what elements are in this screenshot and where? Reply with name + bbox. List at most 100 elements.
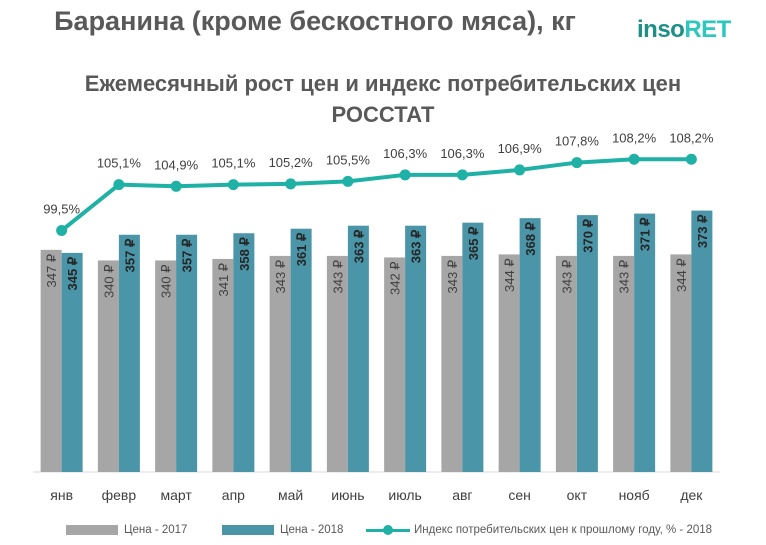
cpi-point bbox=[685, 153, 697, 165]
bar-2018 bbox=[61, 252, 83, 472]
cpi-data-label: 105,1% bbox=[97, 156, 142, 171]
cpi-data-label: 105,2% bbox=[269, 155, 314, 170]
cpi-point bbox=[571, 157, 583, 169]
data-label-2017: 342 ₽ bbox=[388, 261, 403, 295]
data-label-2017: 340 ₽ bbox=[159, 264, 174, 298]
bar-2018 bbox=[634, 213, 656, 472]
cpi-data-label: 106,9% bbox=[498, 141, 543, 156]
x-tick-label: июль bbox=[388, 487, 421, 503]
bar-2017 bbox=[212, 258, 234, 472]
data-label-2018: 365 ₽ bbox=[466, 226, 481, 260]
x-tick-label: февр bbox=[102, 487, 137, 503]
cpi-data-label: 105,1% bbox=[211, 156, 256, 171]
subtitle-line-1: Ежемесячный рост цен и индекс потребител… bbox=[84, 71, 682, 96]
data-label-2018: 361 ₽ bbox=[294, 232, 309, 266]
legend-item-cpi: Индекс потребительских цен к прошлому го… bbox=[366, 524, 712, 536]
cpi-point bbox=[342, 175, 354, 187]
data-label-2018: 358 ₽ bbox=[237, 237, 252, 271]
bar-2018 bbox=[519, 218, 541, 472]
legend-swatch-cpi bbox=[366, 525, 410, 535]
cpi-point bbox=[456, 169, 468, 181]
data-label-2018: 345 ₽ bbox=[65, 256, 80, 290]
data-label-2018: 368 ₽ bbox=[523, 221, 538, 255]
logo-part-ret: RET bbox=[684, 16, 731, 43]
bar-2017 bbox=[613, 255, 635, 472]
cpi-data-label: 105,5% bbox=[326, 152, 371, 167]
legend-label-2017: Цена - 2017 bbox=[124, 524, 188, 536]
bar-2017 bbox=[40, 249, 62, 472]
chart-title: Баранина (кроме бескостного мяса), кг bbox=[54, 6, 576, 36]
x-tick-label: дек bbox=[680, 487, 703, 503]
bar-2017 bbox=[97, 260, 119, 472]
bar-2017 bbox=[555, 255, 577, 472]
cpi-data-label: 99,5% bbox=[43, 202, 80, 217]
legend-swatch-2017 bbox=[66, 525, 118, 535]
cpi-line bbox=[60, 157, 692, 233]
bar-2018 bbox=[176, 234, 198, 472]
data-label-2017: 343 ₽ bbox=[273, 260, 288, 294]
data-label-2017: 343 ₽ bbox=[330, 260, 345, 294]
x-tick-label: сен bbox=[508, 487, 531, 503]
cpi-point bbox=[628, 153, 640, 165]
subtitle-line-2: РОССТАТ bbox=[331, 102, 435, 127]
data-label-2018: 363 ₽ bbox=[409, 229, 424, 263]
data-label-2017: 347 ₽ bbox=[44, 254, 59, 288]
bar-2017 bbox=[155, 260, 177, 472]
cpi-data-label: 108,2% bbox=[669, 130, 714, 145]
data-label-2017: 341 ₽ bbox=[216, 263, 231, 297]
x-tick-label: июнь bbox=[331, 487, 364, 503]
cpi-data-label: 106,3% bbox=[383, 146, 428, 161]
legend-label-2018: Цена - 2018 bbox=[280, 524, 344, 536]
bar-2017 bbox=[326, 255, 348, 472]
bar-2017 bbox=[269, 255, 291, 472]
data-label-2017: 344 ₽ bbox=[674, 258, 689, 292]
cpi-point bbox=[514, 164, 526, 176]
data-label-2018: 371 ₽ bbox=[638, 217, 653, 251]
data-label-2017: 343 ₽ bbox=[445, 260, 460, 294]
bar-2018 bbox=[691, 210, 713, 473]
x-tick-label: май bbox=[278, 487, 303, 503]
x-tick-label: авг bbox=[452, 487, 472, 503]
cpi-point bbox=[285, 178, 297, 190]
logo-part-inso: inso bbox=[637, 16, 685, 43]
cpi-data-label: 108,2% bbox=[612, 130, 657, 145]
data-label-2017: 344 ₽ bbox=[502, 258, 517, 292]
x-tick-label: окт bbox=[567, 487, 588, 503]
data-label-2017: 343 ₽ bbox=[559, 260, 574, 294]
legend-label-cpi: Индекс потребительских цен к прошлому го… bbox=[414, 524, 713, 536]
data-label-2018: 357 ₽ bbox=[180, 238, 195, 272]
data-label-2018: 373 ₽ bbox=[695, 214, 710, 248]
data-label-2017: 340 ₽ bbox=[101, 264, 116, 298]
x-tick-label: янв bbox=[50, 487, 73, 503]
cpi-point bbox=[227, 179, 239, 191]
bar-2018 bbox=[233, 233, 255, 472]
bar-2017 bbox=[384, 257, 406, 472]
bar-2018 bbox=[290, 228, 312, 472]
bar-2017 bbox=[441, 255, 463, 472]
bar-2018 bbox=[576, 215, 598, 472]
data-label-2018: 357 ₽ bbox=[122, 238, 137, 272]
legend-item-2018: Цена - 2018 bbox=[222, 524, 343, 536]
chart-legend: Цена - 2017 Цена - 2018 Индекс потребите… bbox=[0, 524, 766, 542]
cpi-point bbox=[56, 225, 68, 237]
cpi-point bbox=[170, 180, 182, 192]
bar-2018 bbox=[347, 225, 369, 472]
data-label-2018: 363 ₽ bbox=[351, 229, 366, 263]
bar-2018 bbox=[462, 222, 484, 472]
cpi-data-label: 104,9% bbox=[154, 157, 199, 172]
bar-2018 bbox=[118, 234, 140, 472]
x-tick-label: апр bbox=[222, 487, 245, 503]
legend-swatch-2018 bbox=[222, 525, 274, 535]
bar-2018 bbox=[405, 225, 427, 472]
chart-plot: 347 ₽ 345 ₽ янв 340 ₽ 357 ₽ февр 340 ₽ 357 ₽ мар… bbox=[33, 130, 720, 503]
cpi-point bbox=[399, 169, 411, 181]
x-tick-label: нояб bbox=[619, 487, 650, 503]
data-label-2017: 343 ₽ bbox=[617, 260, 632, 294]
cpi-data-label: 106,3% bbox=[440, 146, 485, 161]
cpi-data-label: 107,8% bbox=[555, 134, 600, 149]
cpi-point bbox=[113, 179, 125, 191]
x-tick-label: март bbox=[160, 487, 192, 503]
data-label-2018: 370 ₽ bbox=[580, 218, 595, 252]
chart-subtitle: Ежемесячный рост цен и индекс потребител… bbox=[0, 68, 766, 130]
bar-2017 bbox=[498, 254, 520, 472]
